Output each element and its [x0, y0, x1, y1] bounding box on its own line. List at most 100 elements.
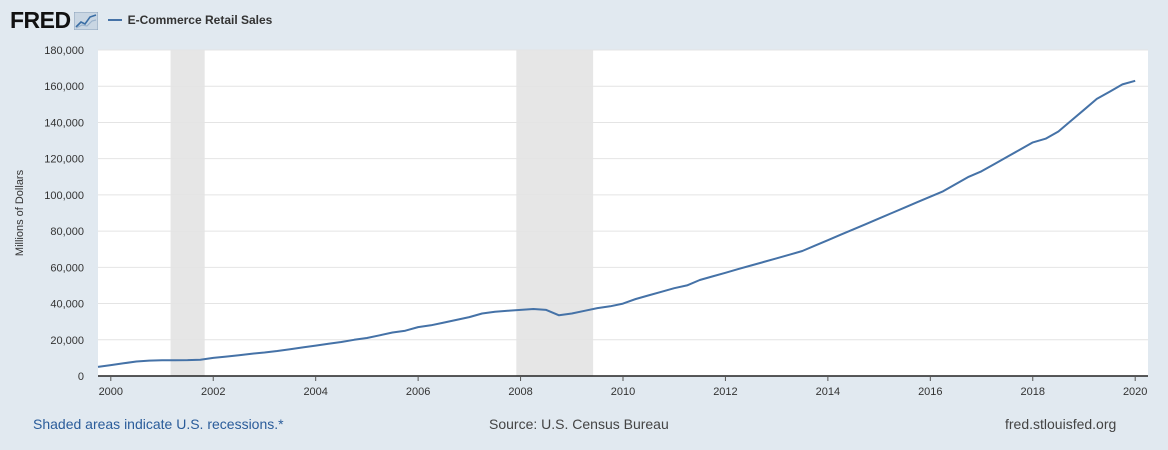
data-point: [430, 324, 432, 326]
data-point: [545, 309, 547, 311]
fred-logo[interactable]: FRED: [10, 6, 71, 33]
data-point: [276, 350, 278, 352]
data-point: [571, 313, 573, 315]
data-point: [404, 330, 406, 332]
source-text: Source: U.S. Census Bureau: [489, 416, 669, 432]
data-point: [327, 343, 329, 345]
data-point: [456, 319, 458, 321]
data-point: [891, 212, 893, 214]
data-point: [135, 361, 137, 363]
series-line-ecommerce-retail-sales: [97, 79, 1136, 368]
data-point: [584, 310, 586, 312]
y-tick-label: 120,000: [44, 154, 84, 166]
data-point: [481, 313, 483, 315]
y-axis-label: Millions of Dollars: [14, 169, 26, 256]
data-point: [379, 334, 381, 336]
data-point: [1134, 80, 1136, 82]
data-point: [622, 303, 624, 305]
data-point: [417, 326, 419, 328]
data-point: [929, 196, 931, 198]
site-link[interactable]: fred.stlouisfed.org: [1005, 416, 1117, 432]
data-point: [1019, 149, 1021, 151]
x-tick-label: 2016: [918, 386, 942, 398]
x-tick-label: 2004: [303, 386, 327, 398]
y-tick-label: 0: [78, 371, 84, 383]
data-point: [366, 337, 368, 339]
data-point: [801, 250, 803, 252]
chart-legend: E-Commerce Retail Sales: [107, 13, 273, 27]
plot-background: [98, 50, 1148, 376]
data-point: [520, 309, 522, 311]
data-point: [302, 346, 304, 348]
data-point: [110, 364, 112, 366]
data-point: [187, 359, 189, 361]
recession-note-link[interactable]: Shaded areas indicate U.S. recessions.*: [33, 416, 284, 432]
data-point: [763, 261, 765, 263]
data-point: [1121, 83, 1123, 85]
data-point: [1096, 98, 1098, 100]
data-point: [635, 298, 637, 300]
data-point: [1057, 131, 1059, 133]
data-point: [1083, 109, 1085, 111]
x-tick-label: 2018: [1021, 386, 1045, 398]
data-point: [97, 366, 99, 368]
data-point: [917, 201, 919, 203]
data-point: [776, 257, 778, 259]
data-point: [750, 265, 752, 267]
y-tick-label: 180,000: [44, 45, 84, 57]
data-point: [289, 348, 291, 350]
data-point: [865, 223, 867, 225]
data-point: [494, 311, 496, 313]
data-point: [993, 163, 995, 165]
x-tick-label: 2010: [611, 386, 635, 398]
data-point: [737, 268, 739, 270]
data-point: [558, 314, 560, 316]
data-point: [392, 332, 394, 334]
data-point: [904, 207, 906, 209]
x-tick-label: 2008: [508, 386, 532, 398]
legend-swatch: [107, 19, 122, 21]
data-point: [827, 239, 829, 241]
data-point: [174, 359, 176, 361]
data-point: [199, 359, 201, 361]
data-point: [712, 275, 714, 277]
data-point: [840, 234, 842, 236]
data-point: [660, 291, 662, 293]
data-point: [1045, 138, 1047, 140]
legend-label: E-Commerce Retail Sales: [127, 13, 273, 27]
data-point: [507, 310, 509, 312]
x-tick-label: 2002: [201, 386, 225, 398]
data-point: [673, 287, 675, 289]
data-point: [468, 316, 470, 318]
data-point: [212, 357, 214, 359]
data-point: [955, 183, 957, 185]
y-tick-label: 140,000: [44, 117, 84, 129]
data-point: [251, 353, 253, 355]
data-point: [968, 176, 970, 178]
data-point: [532, 308, 534, 310]
data-point: [699, 279, 701, 281]
fred-logo-graph-icon: [73, 12, 98, 30]
data-point: [814, 245, 816, 247]
data-point: [942, 190, 944, 192]
y-tick-label: 80,000: [50, 226, 84, 238]
chart-header: FRED E-Commerce Retail Sales: [10, 6, 272, 34]
y-tick-label: 60,000: [50, 262, 84, 274]
data-point: [1032, 141, 1034, 143]
data-point: [225, 356, 227, 358]
data-point: [353, 339, 355, 341]
data-point: [263, 351, 265, 353]
data-point: [123, 362, 125, 364]
y-tick-label: 40,000: [50, 299, 84, 311]
data-point: [788, 254, 790, 256]
data-point: [878, 217, 880, 219]
x-tick-label: 2014: [816, 386, 840, 398]
y-tick-label: 100,000: [44, 190, 84, 202]
recession-shade-1: [170, 50, 205, 376]
y-tick-label: 20,000: [50, 335, 84, 347]
data-point: [1070, 120, 1072, 122]
x-tick-label: 2012: [713, 386, 737, 398]
data-point: [315, 345, 317, 347]
recession-shade-2: [516, 50, 594, 376]
y-tick-label: 160,000: [44, 81, 84, 93]
